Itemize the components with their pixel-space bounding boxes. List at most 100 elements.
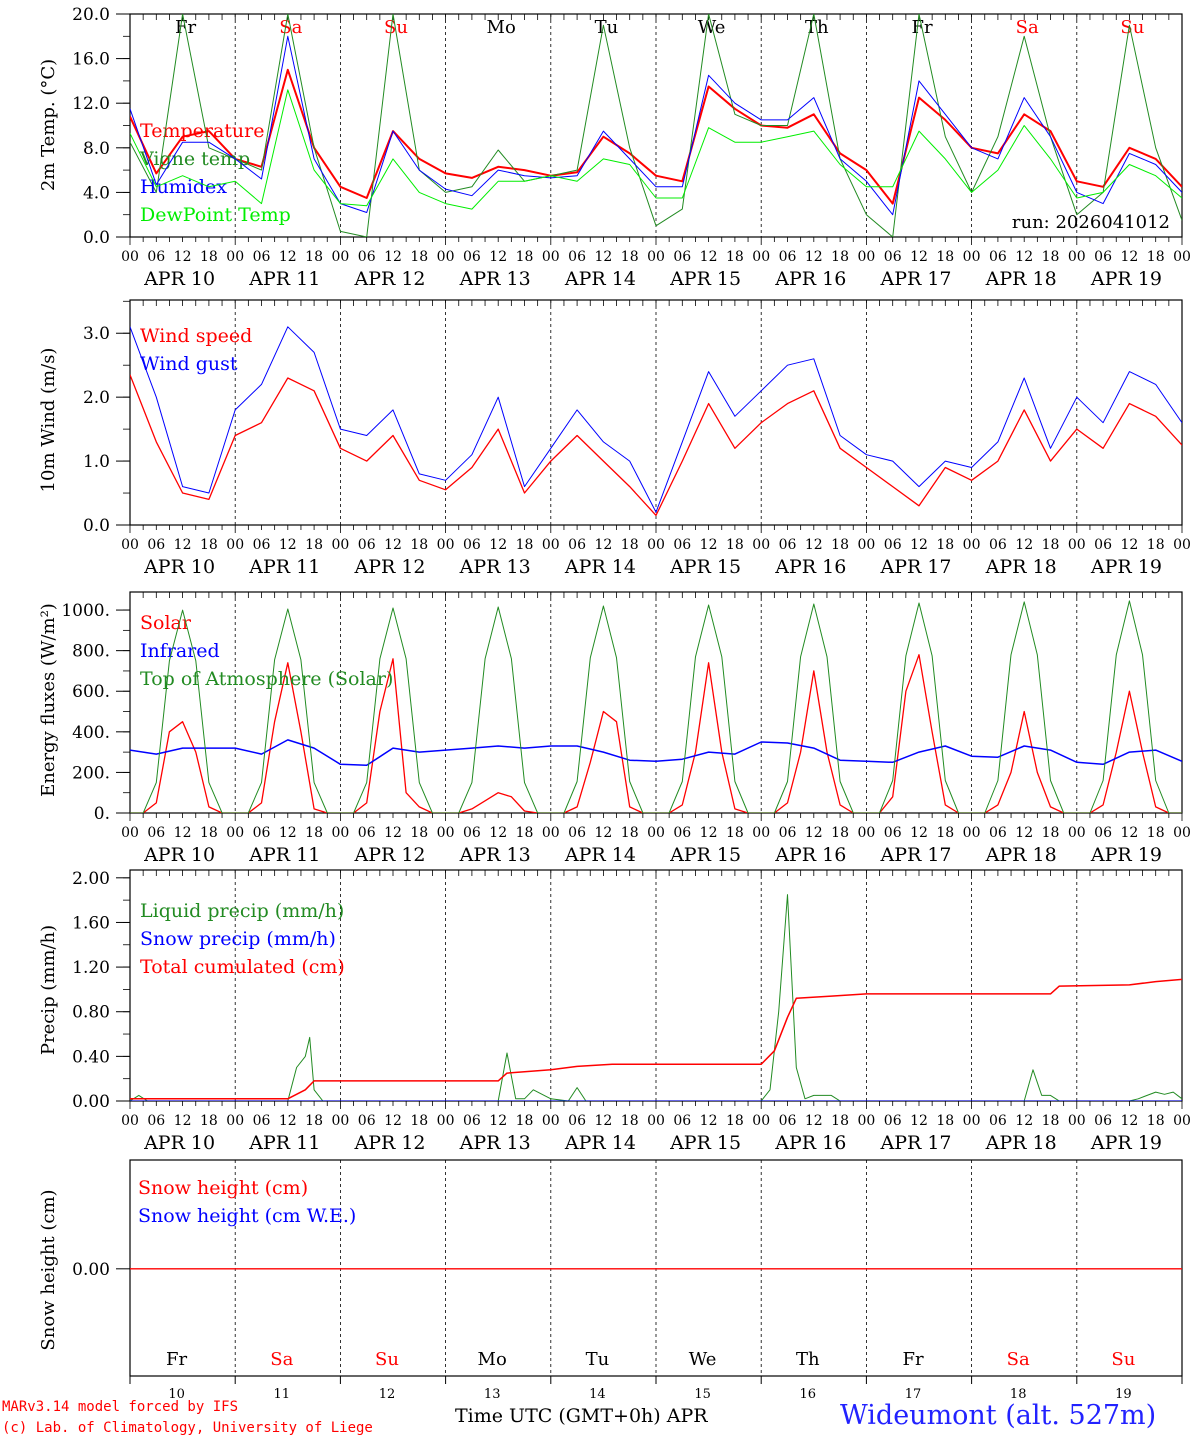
hour-label: 00	[963, 537, 981, 553]
legend-entry: Snow height (cm)	[138, 1177, 308, 1199]
hour-label: 12	[594, 249, 612, 265]
hour-label: 06	[358, 249, 376, 265]
date-label: APR 11	[248, 844, 320, 866]
hour-label: 06	[1094, 1113, 1112, 1129]
date-label: APR 13	[459, 1132, 531, 1154]
hour-label: 00	[331, 825, 349, 841]
hour-label: 00	[331, 537, 349, 553]
hour-label: 00	[121, 537, 139, 553]
hour-label: 12	[805, 1113, 823, 1129]
y-tick-label: 2.00	[72, 869, 110, 889]
hour-label: 12	[489, 249, 507, 265]
hour-label: 06	[568, 825, 586, 841]
hour-label: 00	[226, 825, 244, 841]
hour-label: 18	[410, 825, 428, 841]
legend-entry: DewPoint Temp	[140, 204, 291, 226]
y-axis-label: Snow height (cm)	[38, 1189, 59, 1350]
series-line-infrared	[130, 739, 1182, 767]
hour-label: 00	[857, 1113, 875, 1129]
hour-label: 12	[594, 537, 612, 553]
legend-entry: Solar	[140, 612, 192, 634]
hour-label: 18	[410, 249, 428, 265]
hour-label: 00	[226, 1113, 244, 1129]
hour-label: 00	[1173, 537, 1191, 553]
day-name-label: Fr	[166, 1349, 187, 1370]
footer-copyright: (c) Lab. of Climatology, University of L…	[2, 1420, 373, 1436]
legend-entry: Temperature	[140, 120, 264, 142]
panel-4: 0.00 0.40 0.80 1.20 1.60 2.00 Precip (mm/h) 00 0…	[38, 869, 1191, 1154]
date-label: APR 11	[248, 268, 320, 290]
day-number-label: 17	[905, 1387, 922, 1402]
panel-1: 0.0 4.0 8.0 12.0 16.0 20.0 2m Temp. (°C) 00 06 12…	[38, 5, 1191, 290]
hour-label: 12	[1120, 1113, 1138, 1129]
day-name-label: Sa	[270, 1349, 293, 1370]
y-tick-label: 600.	[72, 682, 110, 702]
hour-label: 06	[147, 1113, 165, 1129]
hour-label: 06	[673, 537, 691, 553]
hour-label: 06	[358, 537, 376, 553]
date-label: APR 19	[1090, 556, 1162, 578]
hour-label: 12	[279, 1113, 297, 1129]
date-label: APR 18	[985, 268, 1057, 290]
hour-label: 00	[121, 1113, 139, 1129]
hour-label: 18	[1147, 249, 1165, 265]
day-number-label: 12	[379, 1387, 396, 1402]
hour-label: 06	[358, 1113, 376, 1129]
hour-label: 00	[437, 249, 455, 265]
hour-label: 00	[542, 825, 560, 841]
hour-label: 12	[489, 537, 507, 553]
hour-label: 00	[121, 249, 139, 265]
y-tick-label: 20.0	[72, 5, 110, 25]
day-name-label: Fr	[902, 1349, 923, 1370]
hour-label: 18	[621, 537, 639, 553]
day-name-label: Sa	[1007, 1349, 1030, 1370]
y-axis-label: 2m Temp. (°C)	[38, 59, 59, 191]
hour-label: 18	[936, 1113, 954, 1129]
date-label: APR 14	[564, 844, 636, 866]
y-tick-label: 16.0	[72, 50, 110, 70]
y-tick-label: 1.20	[72, 958, 110, 978]
hour-label: 06	[673, 249, 691, 265]
hour-label: 00	[752, 537, 770, 553]
date-label: APR 10	[143, 268, 215, 290]
panel-5: 0.00 Snow height (cm) Fr Sa Su Mo Tu We Th Fr Sa Su…	[38, 1159, 1183, 1402]
series-line-temperature	[130, 68, 1182, 205]
hour-label: 12	[384, 537, 402, 553]
series-line-liquid-precip-mm-h	[130, 894, 1182, 1101]
date-label: APR 12	[353, 556, 425, 578]
hour-label: 12	[910, 537, 928, 553]
date-label: APR 12	[353, 1132, 425, 1154]
hour-label: 12	[805, 537, 823, 553]
hour-label: 00	[226, 249, 244, 265]
hour-label: 18	[305, 249, 323, 265]
footer-model: MARv3.14 model forced by IFS	[2, 1399, 239, 1415]
day-number-label: 10	[168, 1387, 185, 1402]
date-label: APR 13	[459, 268, 531, 290]
hour-label: 18	[1042, 249, 1060, 265]
y-tick-label: 1.60	[72, 913, 110, 933]
hour-label: 12	[174, 825, 192, 841]
hour-label: 00	[437, 1113, 455, 1129]
hour-label: 12	[1120, 249, 1138, 265]
hour-label: 00	[963, 1113, 981, 1129]
hour-label: 06	[989, 249, 1007, 265]
hour-label: 18	[831, 1113, 849, 1129]
hour-label: 00	[647, 249, 665, 265]
hour-label: 18	[1147, 537, 1165, 553]
series-line-vigne-temp	[130, 14, 1182, 237]
hour-label: 12	[805, 825, 823, 841]
hour-label: 12	[910, 825, 928, 841]
date-label: APR 12	[353, 268, 425, 290]
y-tick-label: 200.	[72, 763, 110, 783]
hour-label: 00	[752, 249, 770, 265]
day-name-label: Tu	[595, 17, 619, 38]
hour-label: 00	[1068, 1113, 1086, 1129]
hour-label: 12	[1015, 825, 1033, 841]
hour-label: 00	[121, 825, 139, 841]
date-label: APR 18	[985, 844, 1057, 866]
day-name-label: We	[698, 17, 726, 38]
date-label: APR 16	[774, 556, 846, 578]
day-number-label: 18	[1010, 1387, 1027, 1402]
hour-label: 18	[1147, 825, 1165, 841]
y-tick-label: 12.0	[72, 94, 110, 114]
